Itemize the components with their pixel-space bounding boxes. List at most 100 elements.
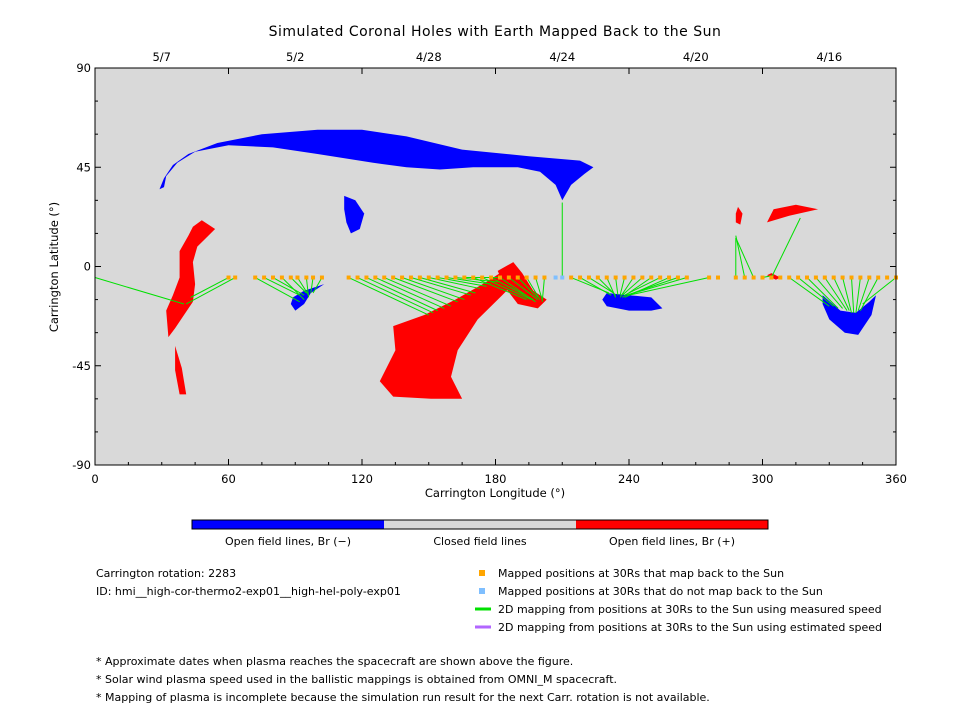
mapped-point [822,275,827,280]
mapped-point [364,275,369,280]
mapping-line-measured [824,277,848,311]
mapped-point [262,275,267,280]
mapped-point [253,275,258,280]
mapped-point [426,275,431,280]
mapping-line-measured [579,277,612,296]
mapped-point [226,275,231,280]
coronal-hole-negative [290,284,325,311]
mapped-point [885,275,890,280]
mapped-point [649,275,654,280]
mapped-point [462,275,467,280]
colorbar-frame [191,519,769,530]
mapped-point [288,275,293,280]
legend-marker [479,588,485,594]
mapping-line-measured [190,277,229,298]
mapping-line-measured [305,277,310,298]
mapped-point [876,275,881,280]
y-tick-label: 45 [76,160,91,174]
colorbar-label: Open field lines, Br (+) [609,535,735,548]
mapping-line-measured [375,277,445,309]
mapping-line-measured [348,277,429,316]
mapping-line-measured [597,277,617,296]
mapping-line-measured [628,277,710,296]
mapped-point [787,275,792,280]
mapping-line-measured [797,277,835,307]
mapping-line-measured [606,277,617,298]
mapping-line-measured [615,277,619,296]
top-date-label: 5/7 [152,50,171,64]
colorbar-segment [576,520,768,529]
y-tick-label: -90 [72,458,91,472]
mapped-point [858,275,863,280]
mapping-line-measured [788,277,830,307]
coronal-hole-positive [767,273,781,280]
coronal-hole-negative [822,295,876,335]
mapping-line-measured [859,277,879,311]
mapping-line-measured [842,277,852,313]
mapping-line-measured [621,277,643,296]
x-tick-label: 360 [885,472,907,486]
mapping-line-measured [851,277,855,313]
footnotes: * Approximate dates when plasma reaches … [96,655,710,704]
mapping-line-measured [272,277,305,296]
mapping-line-measured [357,277,434,314]
mapping-line-measured [535,277,543,300]
mapped-point [751,275,756,280]
x-tick-label: 0 [91,472,98,486]
coronal-hole-positive [175,345,187,395]
legend-label: Mapped positions at 30Rs that do not map… [498,585,823,598]
carrington-rotation: Carrington rotation: 2283 [96,567,236,580]
legend-label: 2D mapping from positions at 30Rs to the… [498,621,882,634]
mapping-line-measured [619,277,626,296]
coronal-hole-positive [767,204,819,223]
mapping-line-measured [862,277,897,305]
mapped-point [400,275,405,280]
mapping-line-measured [526,277,541,300]
mapped-point [391,275,396,280]
y-tick-label: 0 [84,260,91,274]
mapped-point [444,275,449,280]
mapped-point [622,275,627,280]
mapping-line-measured [310,277,314,294]
mapping-line-measured [857,277,870,311]
unmapped-point [560,275,565,280]
mapped-point [667,275,672,280]
mapping-line-measured [833,277,850,311]
mapped-point [417,275,422,280]
mapping-line-measured [619,277,634,298]
unmapped-point [553,275,558,280]
mapped-point [658,275,663,280]
coronal-hole-positive [735,206,743,225]
coronal-hole-positive [379,268,516,399]
mapped-point [355,275,360,280]
mapped-point [867,275,872,280]
mapped-point [279,275,284,280]
x-axis-label: Carrington Longitude (°) [425,486,565,500]
mapped-point [769,275,774,280]
mapped-point [849,275,854,280]
mapping-line-measured [312,277,323,294]
mapping-line-measured [735,235,746,278]
mapping-line-measured [392,277,458,303]
top-date-label: 4/20 [683,50,709,64]
mapped-point [506,275,511,280]
coronal-hole-negative [344,195,365,234]
footnote: * Solar wind plasma speed used in the ba… [96,673,617,686]
mapped-point [831,275,836,280]
coronal-holes [159,129,876,399]
mapped-point [435,275,440,280]
mapped-point [373,275,378,280]
mapping-line-measured [541,277,545,302]
mapped-point [533,275,538,280]
mapped-point [640,275,645,280]
mapping-line-measured [263,277,300,296]
legend-label: Mapped positions at 30Rs that map back t… [498,567,784,580]
x-axis-ticks: 0 60 120 180 240 300 360 [91,68,907,486]
mapping-line-measured [254,277,300,303]
mapped-point [319,275,324,280]
mapped-point [497,275,502,280]
x-tick-label: 240 [618,472,640,486]
colorbar: Open field lines, Br (−) Closed field lin… [191,519,769,548]
mapped-point [742,275,747,280]
mapping-line-measured [473,277,527,301]
